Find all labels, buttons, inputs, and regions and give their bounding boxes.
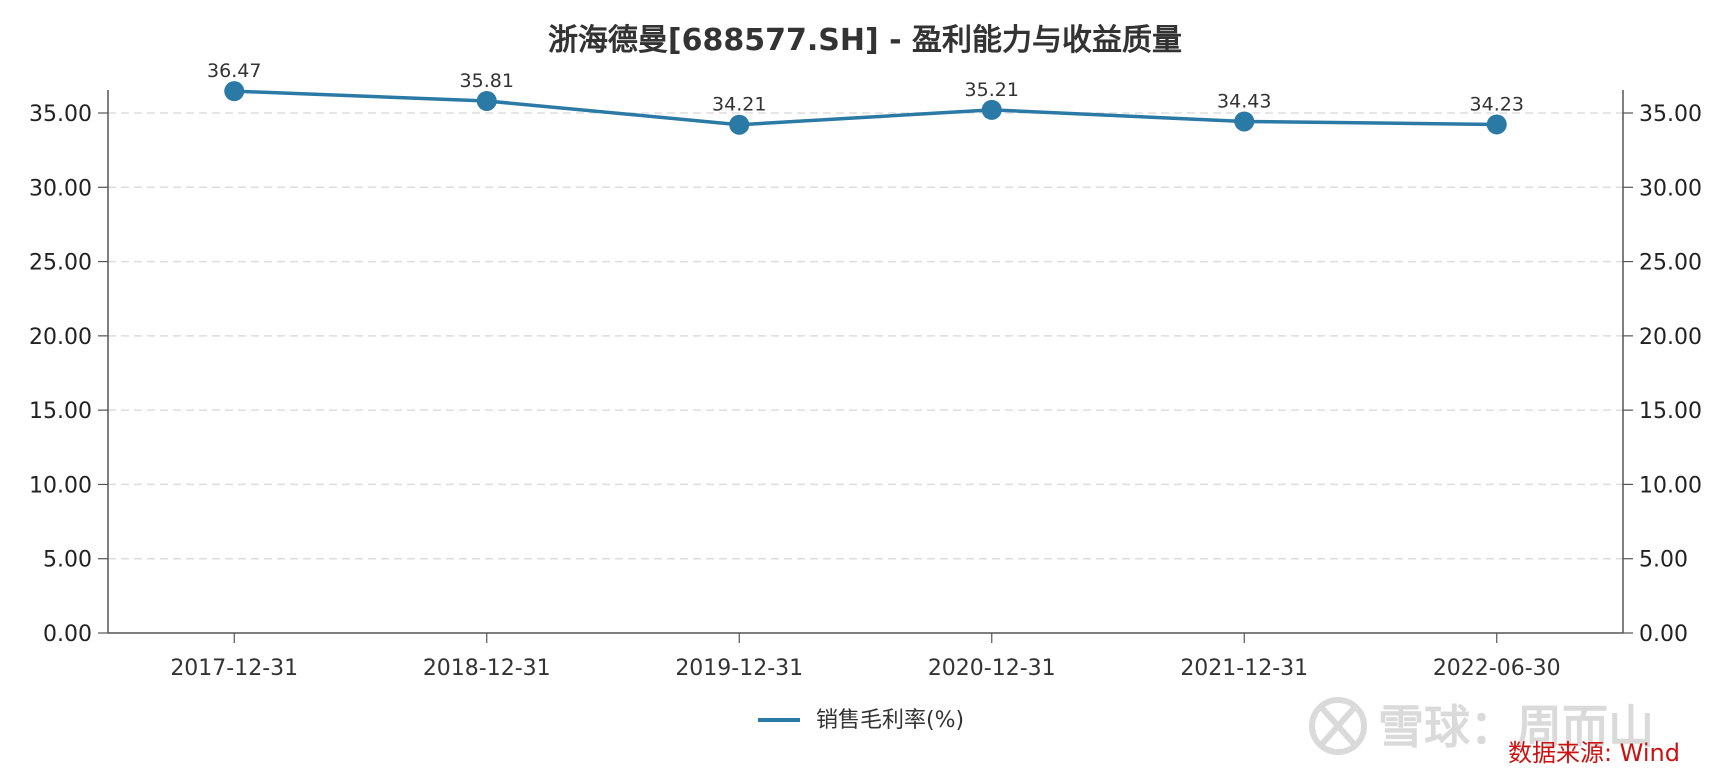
x-tick-label: 2019-12-31 <box>675 656 803 681</box>
y-tick-label-right: 20.00 <box>1639 325 1702 350</box>
y-tick-label-right: 35.00 <box>1639 102 1702 127</box>
data-point <box>224 81 245 102</box>
y-tick-label-left: 35.00 <box>29 102 92 127</box>
axes <box>107 90 1624 634</box>
x-tick-label: 2022-06-30 <box>1433 656 1561 681</box>
data-label: 36.47 <box>207 60 261 82</box>
y-tick-label-right: 5.00 <box>1639 548 1688 573</box>
y-tick-label-left: 25.00 <box>29 251 92 276</box>
data-label: 35.21 <box>965 79 1019 101</box>
data-label: 34.21 <box>712 94 766 116</box>
data-label: 34.23 <box>1470 93 1524 115</box>
chart-title: 浙海德曼[688577.SH] - 盈利能力与收益质量 <box>548 23 1182 58</box>
y-tick-label-right: 30.00 <box>1639 176 1702 201</box>
y-tick-label-left: 20.00 <box>29 325 92 350</box>
watermark: 雪球：周而山 <box>1309 697 1654 755</box>
y-tick-label-left: 0.00 <box>43 622 92 647</box>
x-axis: 2017-12-31 2018-12-31 2019-12-31 2020-12-31… <box>170 633 1561 681</box>
x-tick-label: 2021-12-31 <box>1180 656 1308 681</box>
y-tick-label-left: 15.00 <box>29 399 92 424</box>
watermark-logo-icon <box>1309 697 1367 755</box>
data-point <box>1234 111 1255 132</box>
data-point <box>1486 114 1507 135</box>
y-tick-label-left: 10.00 <box>29 473 92 498</box>
y-tick-label-right: 15.00 <box>1639 399 1702 424</box>
x-tick-label: 2020-12-31 <box>928 656 1056 681</box>
watermark-text: 雪球：周而山 <box>1378 700 1654 754</box>
y-tick-label-right: 0.00 <box>1639 622 1688 647</box>
data-point <box>981 99 1002 120</box>
data-point <box>476 90 497 111</box>
y-tick-label-left: 5.00 <box>43 548 92 573</box>
x-tick-label: 2017-12-31 <box>170 656 298 681</box>
data-label: 35.81 <box>460 70 514 92</box>
y-tick-label-right: 10.00 <box>1639 473 1702 498</box>
data-label: 34.43 <box>1217 90 1271 112</box>
y-tick-label-left: 30.00 <box>29 176 92 201</box>
source-note: 数据来源: Wind <box>1508 739 1680 767</box>
legend[interactable]: 销售毛利率(%) <box>758 708 964 733</box>
data-point <box>729 114 750 135</box>
legend-label: 销售毛利率(%) <box>816 708 964 733</box>
y-axis-right: 0.00 5.00 10.00 15.00 20.00 25.00 30.00 35.00 <box>1623 102 1702 647</box>
y-axis-left: 0.00 5.00 10.00 15.00 20.00 25.00 30.00 35.00 <box>29 102 108 647</box>
y-tick-label-right: 25.00 <box>1639 251 1702 276</box>
series-layer: 36.47 35.81 34.21 35.21 34.43 34.23 <box>207 60 1524 135</box>
series-line <box>234 89 1497 127</box>
x-tick-label: 2018-12-31 <box>423 656 551 681</box>
grid-lines <box>108 112 1623 560</box>
